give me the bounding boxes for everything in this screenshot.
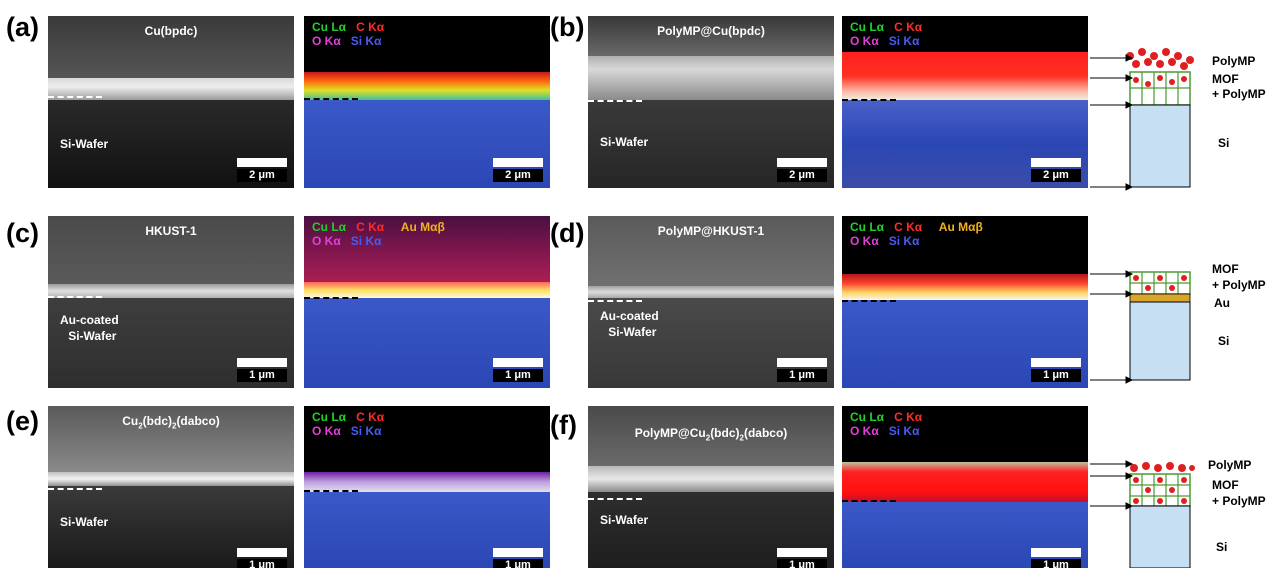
- scale-bar-e: 1 μm: [237, 548, 287, 568]
- panel-label-b: (b): [550, 12, 585, 42]
- schem-top-mof: MOF: [1212, 72, 1239, 86]
- legend-e: Cu Lα C Kα O Kα Si Kα: [312, 410, 385, 438]
- edx-map-f: Cu Lα C Kα O Kα Si Kα 1 μm: [842, 406, 1088, 568]
- substrate-label-e: Si-Wafer: [60, 515, 109, 529]
- sem-title-f: PolyMP@Cu2(bdc)2(dabco): [634, 426, 788, 443]
- panel-label-c: (c): [6, 218, 39, 248]
- schem-bot-polymp: PolyMP: [1208, 458, 1252, 472]
- substrate-label-c: Au-coated Si-Wafer: [60, 313, 119, 343]
- panel-label-f: (f): [550, 410, 577, 440]
- sem-title-e: Cu2(bdc)2(dabco): [122, 414, 220, 431]
- scale-bar-a: 2 μm: [237, 158, 287, 182]
- sem-image-a: Cu(bpdc) Si-Wafer 2 μm: [48, 16, 294, 188]
- panel-label-d: (d): [550, 218, 585, 248]
- schem-top-si: Si: [1218, 136, 1230, 150]
- schem-bot-mof-polymp: + PolyMP: [1212, 494, 1266, 508]
- layer-schematic-top: [1090, 48, 1194, 191]
- legend-a: Cu Lα C Kα O Kα Si Kα: [312, 20, 385, 48]
- panel-label-a: (a): [6, 12, 39, 42]
- layer-schematic-bottom: [1090, 460, 1195, 568]
- sem-image-b: PolyMP@Cu(bpdc) Si-Wafer 2 μm: [588, 16, 834, 188]
- edx-map-c: Cu Lα C Kα Au Mαβ O Kα Si Kα 1 μm: [304, 216, 550, 388]
- schem-bot-si: Si: [1216, 540, 1228, 554]
- schem-top-mof-polymp: + PolyMP: [1212, 87, 1266, 101]
- edx-map-e: Cu Lα C Kα O Kα Si Kα 1 μm: [304, 406, 550, 568]
- edx-map-a: Cu Lα C Kα O Kα Si Kα 2 μm: [304, 16, 550, 188]
- scale-bar-edx-d: 1 μm: [1031, 358, 1081, 382]
- substrate-label-b: Si-Wafer: [600, 135, 649, 149]
- legend-c: Cu Lα C Kα Au Mαβ O Kα Si Kα: [312, 220, 445, 248]
- schem-mid-mof: MOF: [1212, 262, 1239, 276]
- edx-map-d: Cu Lα C Kα Au Mαβ O Kα Si Kα 1 μm: [842, 216, 1088, 388]
- substrate-label-a: Si-Wafer: [60, 137, 109, 151]
- scale-bar-c: 1 μm: [237, 358, 287, 382]
- schem-bot-mof: MOF: [1212, 478, 1239, 492]
- legend-d: Cu Lα C Kα Au Mαβ O Kα Si Kα: [850, 220, 983, 248]
- sem-image-e: Cu2(bdc)2(dabco) Si-Wafer 1 μm: [48, 406, 294, 568]
- scale-bar-edx-a: 2 μm: [493, 158, 543, 182]
- schem-mid-si: Si: [1218, 334, 1230, 348]
- sem-title-b: PolyMP@Cu(bpdc): [657, 24, 765, 38]
- schem-mid-au: Au: [1214, 296, 1230, 310]
- sem-title-d: PolyMP@HKUST-1: [657, 224, 765, 238]
- sem-title-a: Cu(bpdc): [144, 24, 198, 38]
- substrate-label-d: Au-coated Si-Wafer: [600, 309, 659, 339]
- layer-schematic-mid: [1090, 270, 1191, 384]
- schem-mid-mof-polymp: + PolyMP: [1212, 278, 1266, 292]
- panel-label-e: (e): [6, 406, 39, 436]
- sem-image-d: PolyMP@HKUST-1 Au-coated Si-Wafer 1 μm: [588, 216, 834, 388]
- legend-f: Cu Lα C Kα O Kα Si Kα: [850, 410, 923, 438]
- sem-image-c: HKUST-1 Au-coated Si-Wafer 1 μm: [48, 216, 294, 388]
- scale-bar-f: 1 μm: [777, 548, 827, 568]
- edx-map-b: Cu Lα C Kα O Kα Si Kα 2 μm: [842, 16, 1088, 188]
- interface-marker: [48, 96, 102, 98]
- legend-b: Cu Lα C Kα O Kα Si Kα: [850, 20, 923, 48]
- sem-title-c: HKUST-1: [145, 224, 197, 238]
- scale-bar-edx-e: 1 μm: [493, 548, 543, 568]
- sem-image-f: PolyMP@Cu2(bdc)2(dabco) Si-Wafer 1 μm: [588, 406, 834, 568]
- scale-bar-edx-b: 2 μm: [1031, 158, 1081, 182]
- schem-top-polymp: PolyMP: [1212, 54, 1256, 68]
- substrate-label-f: Si-Wafer: [600, 513, 649, 527]
- scale-bar-edx-f: 1 μm: [1031, 548, 1081, 568]
- scale-bar-d: 1 μm: [777, 358, 827, 382]
- scale-bar-b: 2 μm: [777, 158, 827, 182]
- scale-bar-edx-c: 1 μm: [493, 358, 543, 382]
